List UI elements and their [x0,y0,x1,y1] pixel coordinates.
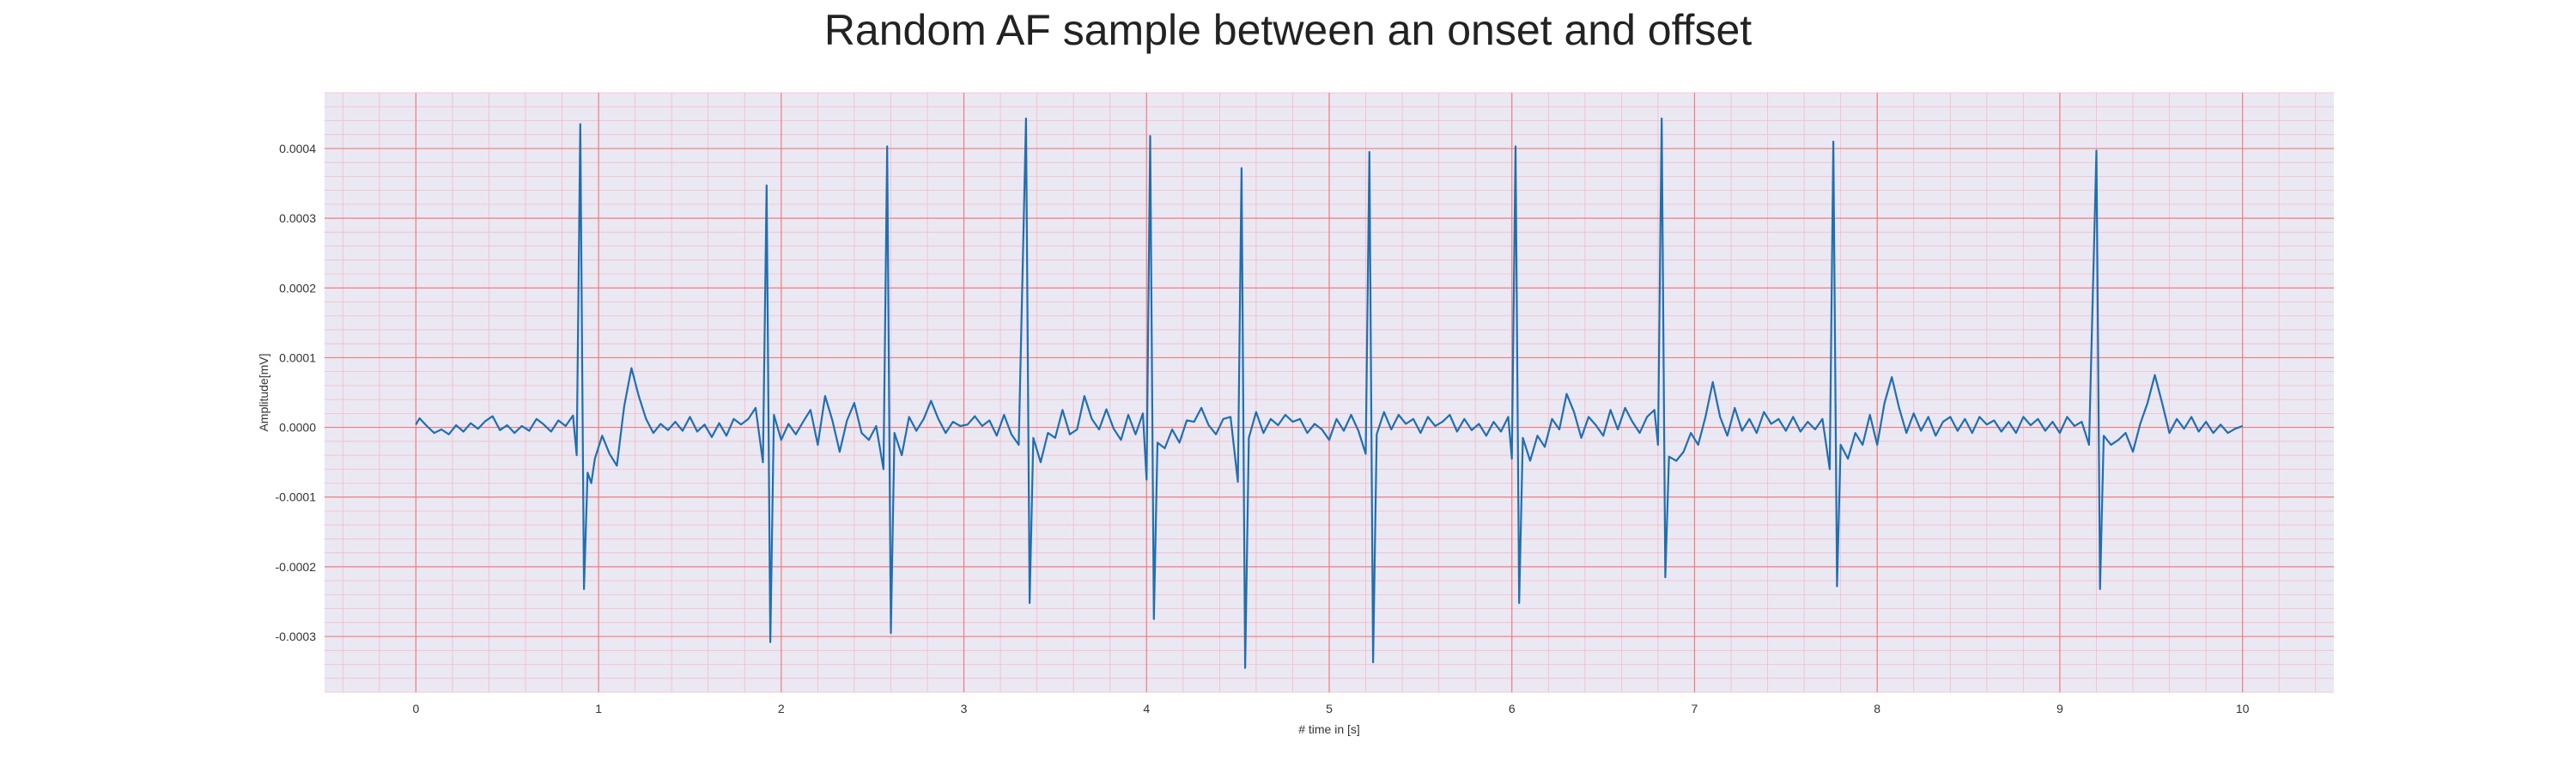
y-tick-label: 0.0003 [279,211,316,225]
y-tick-label: -0.0002 [276,560,317,574]
y-tick-label: -0.0001 [276,490,317,504]
x-tick-label: 8 [1874,702,1880,715]
x-tick-label: 3 [961,702,968,715]
x-tick-label: 6 [1509,702,1516,715]
y-tick-label: 0.0001 [279,350,316,364]
y-axis-label: Amplitude[mV] [257,353,270,431]
x-tick-label: 9 [2057,702,2063,715]
x-tick-label: 10 [2236,702,2250,715]
x-tick-label: 7 [1692,702,1698,715]
y-tick-labels: -0.0003 -0.0002 -0.0001 0.0000 0.0001 0.0002 0… [276,142,317,643]
major-grid [325,93,2334,692]
x-tick-label: 1 [595,702,602,715]
x-tick-labels: 0 1 2 3 4 5 6 7 8 9 10 [412,702,2249,715]
y-tick-label: 0.0000 [279,421,316,435]
chart-title: Random AF sample between an onset and of… [823,6,1753,54]
y-tick-label: -0.0003 [276,630,317,643]
x-axis-label: # time in [s] [1298,722,1360,736]
y-tick-label: 0.0002 [279,281,316,295]
series-line [415,117,2243,669]
x-tick-label: 4 [1143,702,1150,715]
x-tick-label: 2 [778,702,785,715]
x-tick-label: 5 [1326,702,1333,715]
x-tick-label: 0 [412,702,419,715]
y-tick-label: 0.0004 [279,142,316,155]
